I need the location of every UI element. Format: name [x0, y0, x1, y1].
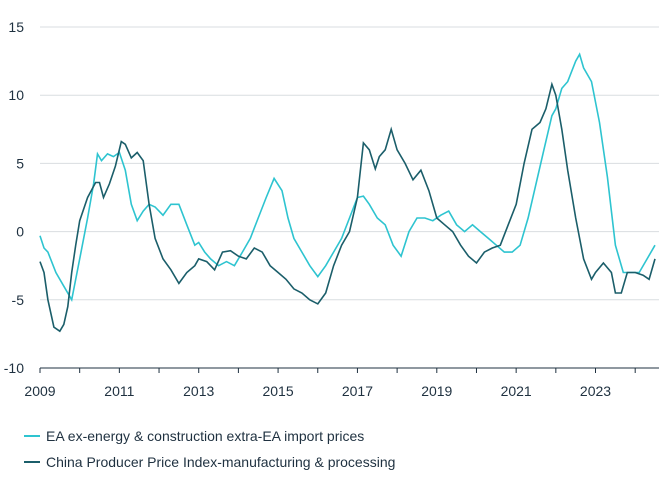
legend-swatch	[24, 461, 40, 463]
legend-item-ea-import-prices: EA ex-energy & construction extra-EA imp…	[24, 428, 364, 444]
x-tick-label: 2013	[183, 383, 214, 399]
x-tick-label: 2017	[342, 383, 373, 399]
x-axis-tick-marks	[39, 368, 636, 373]
y-tick-label: 15	[8, 19, 24, 35]
x-tick-label: 2015	[262, 383, 293, 399]
x-tick-label: 2019	[421, 383, 452, 399]
legend-swatch	[24, 435, 40, 437]
legend-label: EA ex-energy & construction extra-EA imp…	[46, 428, 365, 444]
series-line-china-ppi	[39, 81, 656, 333]
series-line-ea-import-prices	[39, 52, 656, 303]
y-tick-label: 10	[8, 87, 24, 103]
y-tick-label: 0	[16, 224, 24, 240]
y-tick-label: -5	[12, 292, 25, 308]
x-tick-label: 2021	[501, 383, 532, 399]
y-axis-tick-labels: 15 10 5 0 -5 -10	[4, 19, 24, 376]
y-tick-label: -10	[4, 360, 24, 376]
legend-label: China Producer Price Index-manufacturing…	[46, 454, 396, 470]
x-tick-label: 2023	[580, 383, 611, 399]
legend-item-china-ppi: China Producer Price Index-manufacturing…	[24, 454, 395, 470]
x-tick-label: 2009	[24, 383, 55, 399]
line-chart: 15 10 5 0 -5 -10 2009 2011 2013 2015 201…	[4, 19, 659, 399]
series-lines	[39, 52, 656, 333]
x-axis-tick-labels: 2009 2011 2013 2015 2017 2019 2021 2023	[24, 383, 611, 399]
y-tick-label: 5	[16, 155, 24, 171]
x-tick-label: 2011	[104, 383, 134, 399]
